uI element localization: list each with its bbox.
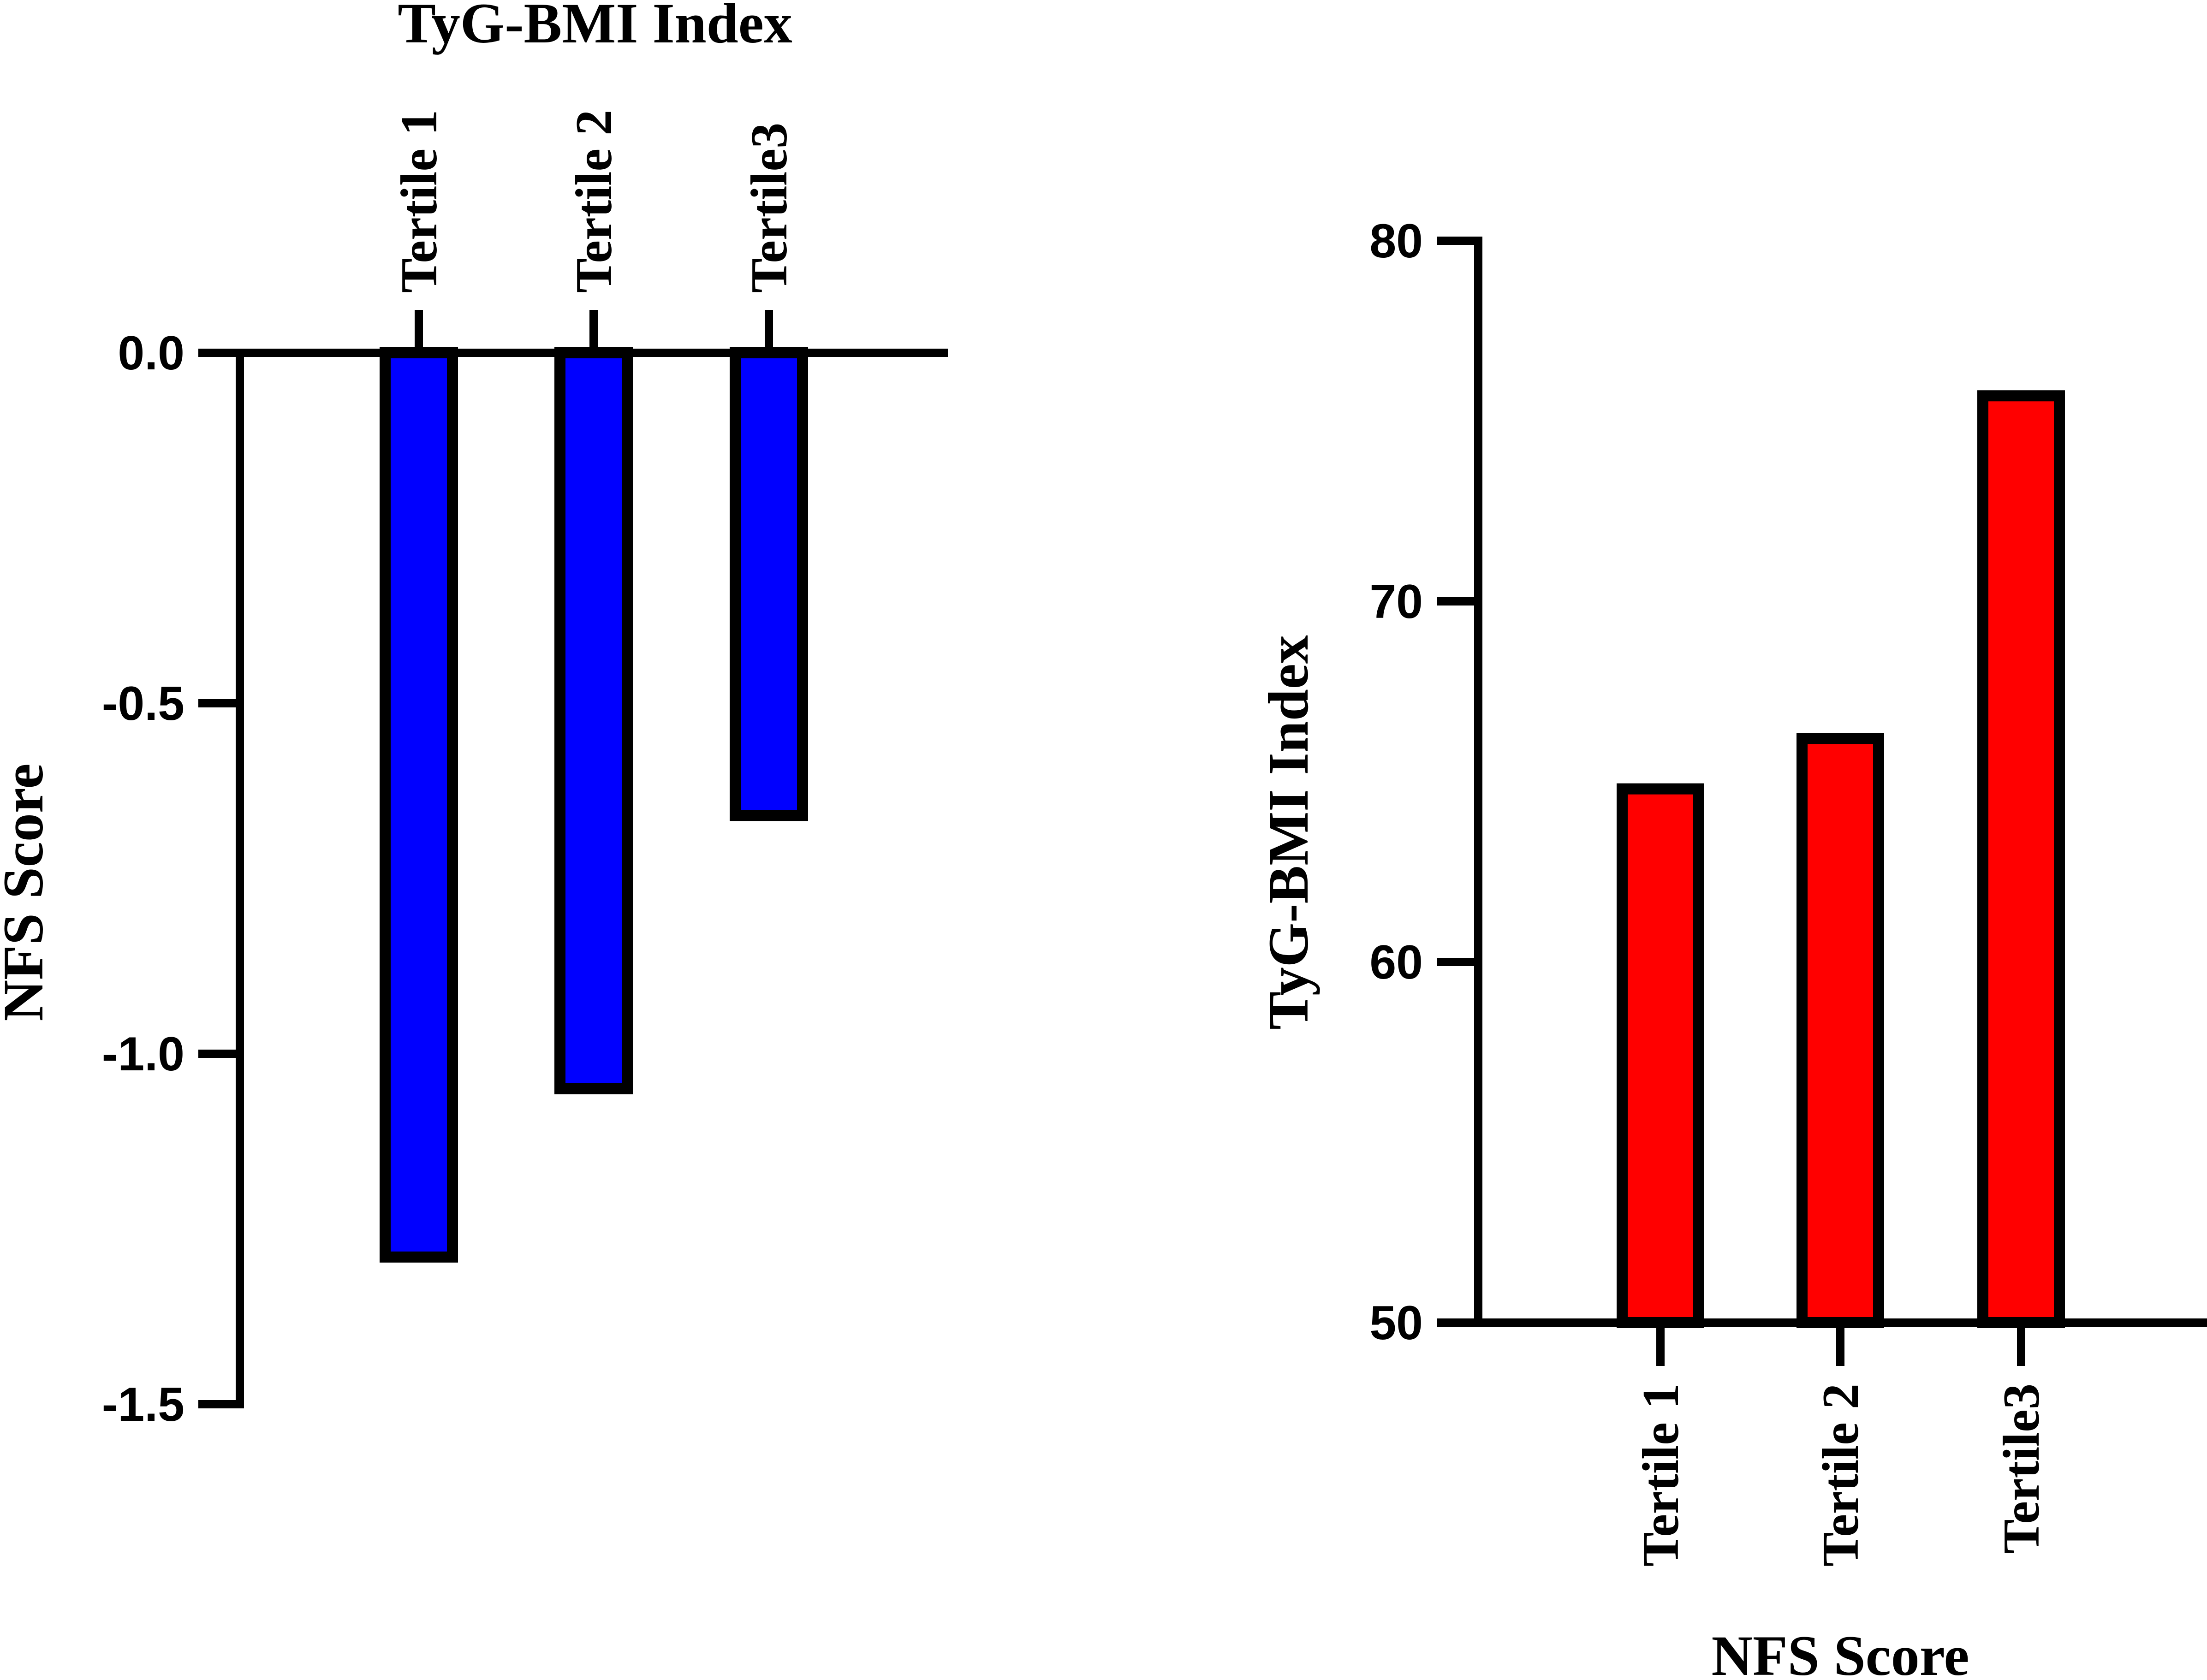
left-x-tick-label: Tertile 2 <box>565 110 623 293</box>
right-y-tick-label: 50 <box>1369 1296 1423 1350</box>
right-x-tick-label: Tertile3 <box>1993 1383 2050 1554</box>
left-x-tick-label: Tertile 1 <box>391 110 448 293</box>
right-bar <box>1617 783 1704 1328</box>
right-x-tick-label: Tertile 1 <box>1632 1383 1689 1567</box>
right-bar <box>1797 733 1884 1328</box>
left-x-axis-title: TyG-BMI Index <box>398 0 792 55</box>
right-x-tick-label: Tertile 2 <box>1812 1383 1869 1567</box>
left-bar-chart: TyG-BMI Index NFS Score 0.0 -0.5 -1.0 -1.5 T… <box>0 0 948 1431</box>
right-y-tick-label: 80 <box>1369 214 1423 268</box>
left-y-axis-title: NFS Score <box>0 763 55 1021</box>
right-x-axis-title: NFS Score <box>1711 1624 1969 1680</box>
left-y-tick-label: -1.5 <box>102 1378 184 1431</box>
left-y-tick-label: -0.5 <box>102 677 184 730</box>
right-y-tick-label: 70 <box>1369 575 1423 629</box>
right-bar-chart: TyG-BMI Index NFS Score 80 70 60 50 Tertile … <box>1257 214 2207 1680</box>
left-bar <box>730 347 808 821</box>
right-bar <box>1977 390 2065 1328</box>
left-y-tick-label: 0.0 <box>118 327 184 380</box>
right-y-tick-label: 60 <box>1369 936 1423 989</box>
left-x-tick-label: Tertile3 <box>741 123 798 293</box>
left-bar <box>380 347 458 1263</box>
right-y-axis-title: TyG-BMI Index <box>1257 635 1320 1029</box>
left-y-tick-label: -1.0 <box>102 1027 184 1081</box>
left-bar <box>554 347 633 1094</box>
